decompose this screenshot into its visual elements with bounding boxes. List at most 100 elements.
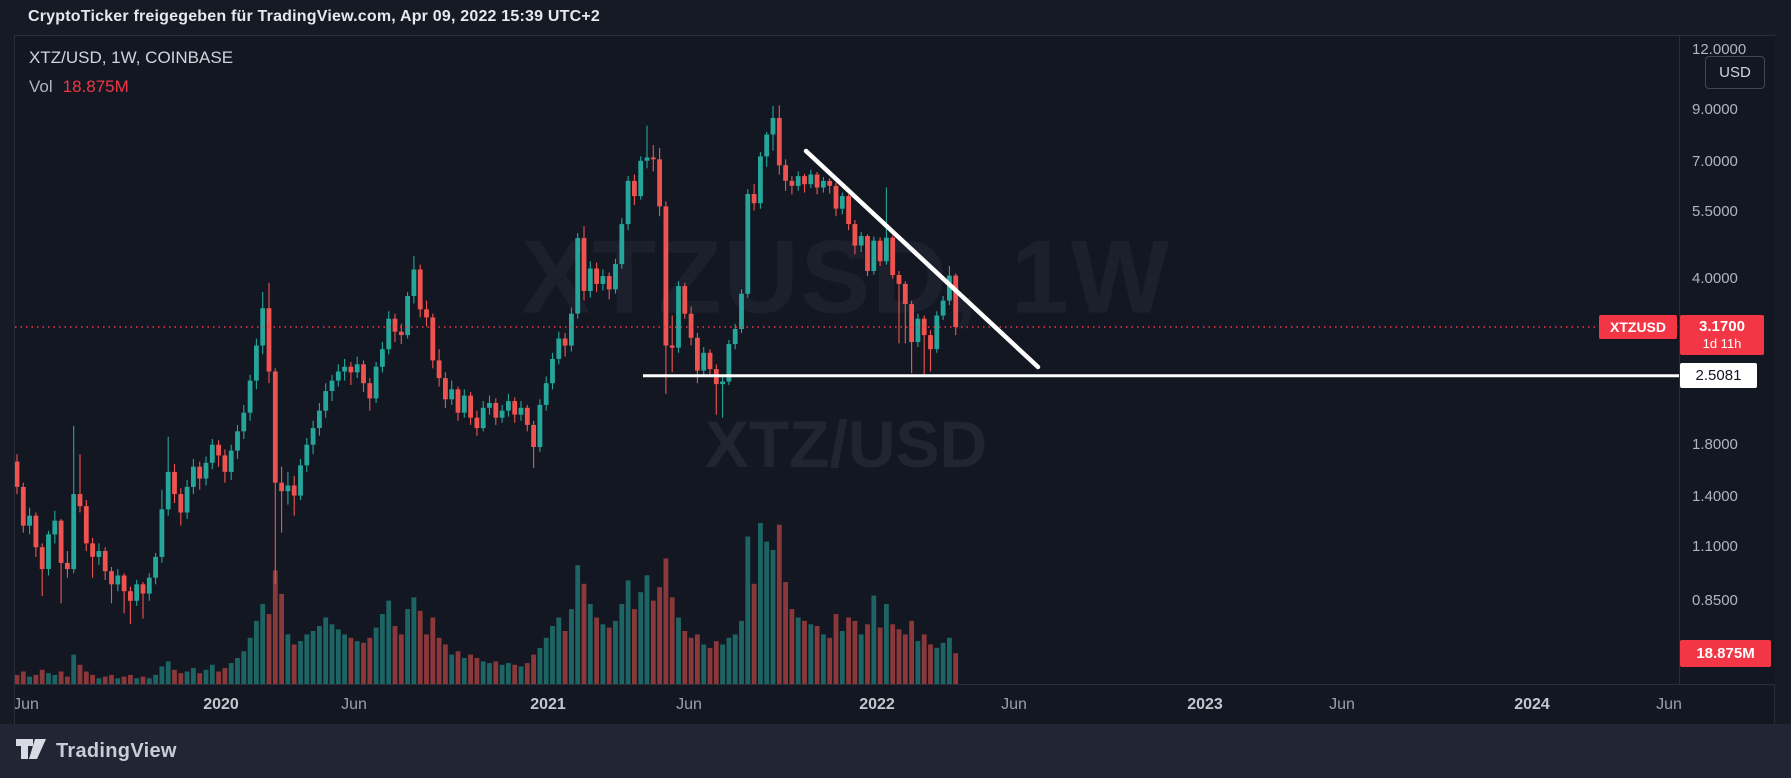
volume-bar (613, 620, 618, 685)
volume-bar (745, 536, 751, 685)
candle-body (361, 364, 366, 384)
candlestick-volume-canvas[interactable] (15, 36, 1679, 724)
candle-body (562, 338, 568, 346)
candle-body (512, 401, 518, 415)
volume-bar (39, 669, 45, 685)
tradingview-logo-text: TradingView (56, 739, 177, 762)
legend-symbol-line[interactable]: XTZ/USD, 1W, COINBASE (29, 48, 234, 67)
candle-body (487, 403, 492, 408)
chart-frame: XTZUSD, 1W XTZ/USD XTZ/USD, 1W, COINBASE… (14, 35, 1775, 725)
candle-body (228, 450, 234, 472)
volume-bar (417, 610, 423, 685)
volume-bar (543, 637, 549, 685)
time-tick-2021: 2021 (530, 696, 566, 713)
time-tick-jun: Jun (1001, 696, 1027, 713)
volume-bar (587, 604, 593, 685)
tradingview-logo-link[interactable]: TradingView (15, 738, 177, 764)
volume-bar (304, 634, 310, 685)
volume-bar (877, 627, 883, 685)
candle-body (852, 224, 858, 246)
tradingview-logo-icon (16, 739, 46, 759)
volume-bar (480, 661, 486, 685)
volume-bar (96, 678, 102, 685)
volume-bar (858, 634, 864, 685)
candle-body (279, 482, 284, 492)
candle-body (461, 395, 467, 413)
candle-body (52, 520, 58, 535)
candle-body (953, 275, 959, 328)
candle-body (814, 174, 820, 188)
volume-bar (474, 658, 480, 685)
volume-bar (947, 637, 952, 685)
volume-bar (443, 644, 448, 685)
volume-bar (531, 654, 536, 685)
volume-bar (644, 575, 650, 685)
candle-body (871, 240, 877, 271)
price-tick: 9.0000 (1692, 101, 1738, 118)
candle-body (524, 407, 530, 425)
time-tick-2024: 2024 (1514, 696, 1550, 713)
volume-bar (833, 614, 839, 685)
candle-body (625, 180, 631, 225)
volume-bar (335, 629, 341, 685)
candle-body (222, 455, 228, 472)
candle-body (430, 317, 436, 361)
candle-body (802, 176, 807, 185)
candle-body (411, 269, 417, 296)
volume-bar (361, 642, 366, 685)
chart-plot[interactable]: XTZUSD, 1W XTZ/USD XTZ/USD, 1W, COINBASE… (15, 36, 1679, 724)
time-tick-jun: Jun (1329, 696, 1355, 713)
volume-bar (701, 644, 707, 685)
candle-body (751, 194, 757, 204)
volume-bar (247, 637, 253, 685)
volume-bar (524, 663, 530, 685)
candle-body (833, 185, 839, 209)
candle-body (480, 407, 486, 429)
time-axis[interactable]: Jun 2020 Jun 2021 Jun 2022 Jun 2023 Jun 2024 Jun (15, 684, 1774, 725)
time-tick-2022: 2022 (859, 696, 895, 713)
volume-bar (940, 642, 946, 685)
candle-body (575, 238, 581, 314)
candle-body (436, 360, 442, 379)
candle-body (367, 383, 373, 399)
candle-body (109, 571, 114, 585)
candle-body (934, 315, 940, 350)
candle-body (902, 283, 908, 304)
volume-bar (682, 631, 688, 685)
volume-bar (159, 666, 165, 685)
candle-body (543, 383, 549, 405)
volume-bar (909, 620, 914, 685)
candle-body (644, 157, 650, 161)
candle-body (443, 378, 448, 400)
candle-body (474, 417, 480, 429)
candle-body (884, 237, 889, 262)
price-axis[interactable]: 12.0000 9.0000 7.0000 5.5000 4.0000 1.8000 1.4… (1679, 36, 1775, 684)
volume-bar (839, 631, 845, 685)
candle-body (83, 506, 89, 544)
candle-body (39, 547, 45, 570)
volume-bar (134, 678, 140, 685)
volume-bar (764, 541, 770, 685)
volume-bar (20, 671, 26, 685)
volume-bar (411, 597, 417, 685)
currency-toggle-button[interactable]: USD (1705, 56, 1765, 89)
candle-body (392, 318, 398, 332)
volume-bar (392, 626, 398, 685)
price-tick: 4.0000 (1692, 270, 1738, 287)
volume-bar (783, 582, 788, 685)
volume-bar (197, 673, 203, 685)
candle-body (65, 562, 70, 570)
volume-bar (802, 620, 807, 685)
candle-body (380, 349, 385, 367)
volume-bar (461, 658, 467, 685)
candle-body (468, 395, 473, 418)
volume-bar (424, 634, 429, 685)
volume-bar (71, 654, 77, 685)
descending-trendline[interactable] (803, 148, 1041, 370)
volume-bar (953, 653, 959, 685)
candle-body (317, 410, 322, 429)
candle-body (669, 345, 675, 348)
candle-body (940, 300, 946, 316)
candle-body (335, 371, 341, 381)
candle-body (77, 494, 83, 507)
